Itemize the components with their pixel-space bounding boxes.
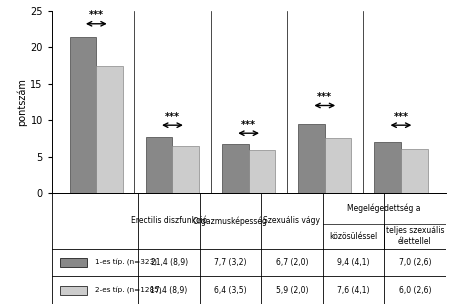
- Text: 6,7 (2,0): 6,7 (2,0): [276, 258, 308, 267]
- Bar: [96, 66, 123, 193]
- Text: ***: ***: [317, 92, 332, 102]
- Text: ***: ***: [165, 112, 180, 122]
- Text: közösüléssel: közösüléssel: [329, 232, 378, 240]
- Text: 9,4 (4,1): 9,4 (4,1): [337, 258, 369, 267]
- Text: 21,4 (8,9): 21,4 (8,9): [150, 258, 188, 267]
- Bar: [222, 144, 249, 193]
- Bar: [401, 149, 427, 193]
- Text: teljes szexuális
élettellel: teljes szexuális élettellel: [386, 226, 444, 246]
- Bar: [59, 258, 87, 267]
- Bar: [70, 37, 96, 193]
- Text: 2-es típ. (n=1285): 2-es típ. (n=1285): [95, 287, 162, 294]
- Text: 6,4 (3,5): 6,4 (3,5): [214, 286, 247, 295]
- Text: Erectilis diszfunkció: Erectilis diszfunkció: [131, 216, 207, 225]
- Text: Megelégedettség a: Megelégedettség a: [347, 204, 421, 213]
- Bar: [146, 137, 172, 193]
- Bar: [248, 150, 275, 193]
- Text: Szexuális vágy: Szexuális vágy: [263, 216, 320, 225]
- Text: 7,6 (4,1): 7,6 (4,1): [337, 286, 369, 295]
- Text: ***: ***: [89, 10, 104, 20]
- Text: 17,4 (8,9): 17,4 (8,9): [150, 286, 188, 295]
- Y-axis label: pontszám: pontszám: [17, 78, 27, 126]
- Text: ***: ***: [393, 112, 409, 122]
- Text: 7,7 (3,2): 7,7 (3,2): [214, 258, 247, 267]
- Text: 6,0 (2,6): 6,0 (2,6): [399, 286, 431, 295]
- Bar: [172, 146, 199, 193]
- Text: 1-es típ. (n=323): 1-es típ. (n=323): [95, 259, 157, 266]
- Bar: [59, 286, 87, 295]
- Text: 7,0 (2,6): 7,0 (2,6): [399, 258, 431, 267]
- Text: Orgazmusképesség: Orgazmusképesség: [193, 216, 268, 226]
- Text: 5,9 (2,0): 5,9 (2,0): [276, 286, 308, 295]
- Text: ***: ***: [241, 119, 256, 130]
- Bar: [325, 138, 351, 193]
- Bar: [298, 124, 325, 193]
- Bar: [374, 142, 401, 193]
